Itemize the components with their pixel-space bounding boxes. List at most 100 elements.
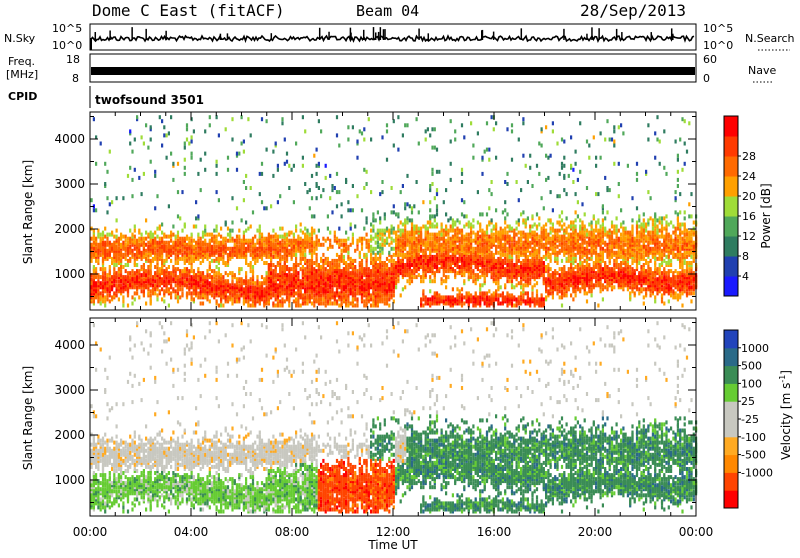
power-cell — [477, 231, 479, 235]
power-cell — [370, 304, 372, 308]
power-cell — [309, 188, 311, 192]
power-cell — [502, 259, 504, 263]
power-cell — [318, 162, 320, 166]
power-cell — [245, 221, 247, 225]
power-cell — [372, 273, 374, 277]
power-cell — [511, 158, 513, 162]
power-cell — [209, 265, 211, 269]
power-cell — [116, 271, 118, 275]
power-cell — [534, 259, 536, 263]
power-cell — [488, 221, 490, 225]
power-cell — [388, 259, 390, 263]
power-cell — [488, 235, 490, 239]
power-cell — [379, 253, 381, 257]
power-cell — [343, 239, 345, 243]
power-cell — [243, 235, 245, 239]
power-cell — [250, 133, 252, 137]
power-cell — [356, 247, 358, 251]
power-cell — [272, 235, 274, 239]
power-cell — [356, 194, 358, 198]
power-cell — [461, 304, 463, 308]
power-cell — [459, 265, 461, 269]
power-cell — [177, 295, 179, 299]
power-cell — [231, 297, 233, 301]
power-cell — [131, 269, 133, 273]
power-cell — [102, 237, 104, 241]
power-cell — [481, 257, 483, 261]
power-cell — [434, 218, 436, 222]
power-cell — [522, 241, 524, 245]
power-cell — [422, 249, 424, 253]
power-cell — [445, 239, 447, 243]
power-cell — [541, 196, 543, 200]
power-cell — [325, 176, 327, 180]
power-cell — [404, 253, 406, 257]
power-cell — [316, 257, 318, 261]
power-cell — [209, 115, 211, 119]
power-cell — [375, 241, 377, 245]
power-cell — [381, 243, 383, 247]
power-cell — [143, 142, 145, 146]
power-cell — [120, 233, 122, 237]
power-cell — [113, 263, 115, 267]
power-cell — [500, 293, 502, 297]
power-cell — [311, 302, 313, 306]
power-cell — [431, 172, 433, 176]
power-cell — [493, 277, 495, 281]
power-cell — [416, 243, 418, 247]
power-cell — [475, 247, 477, 251]
power-cell — [154, 206, 156, 210]
power-cell — [481, 283, 483, 287]
power-cell — [304, 129, 306, 133]
power-cell — [506, 225, 508, 229]
power-cell — [266, 251, 268, 255]
power-cell — [95, 162, 97, 166]
power-cell — [486, 237, 488, 241]
power-cell — [209, 123, 211, 127]
power-cell — [363, 237, 365, 241]
power-cell — [538, 216, 540, 220]
power-cell — [118, 273, 120, 277]
power-cell — [250, 277, 252, 281]
power-cell — [350, 302, 352, 306]
power-cell — [213, 295, 215, 299]
power-cell — [347, 263, 349, 267]
power-cell — [295, 225, 297, 229]
power-cell — [338, 255, 340, 259]
power-cell — [475, 273, 477, 277]
power-cell — [218, 241, 220, 245]
power-cell — [111, 295, 113, 299]
power-cell — [241, 277, 243, 281]
power-cell — [509, 235, 511, 239]
power-cell — [379, 243, 381, 247]
power-cell — [522, 154, 524, 158]
power-cell — [184, 259, 186, 263]
power-cell — [381, 297, 383, 301]
power-cell — [475, 277, 477, 281]
power-cell — [352, 237, 354, 241]
power-cell — [486, 291, 488, 295]
power-cell — [170, 115, 172, 119]
power-cell — [366, 253, 368, 257]
power-cell — [472, 225, 474, 229]
power-cell — [450, 162, 452, 166]
power-cell — [545, 154, 547, 158]
power-cell — [504, 221, 506, 225]
power-cell — [425, 273, 427, 277]
power-cell — [256, 239, 258, 243]
power-cell — [163, 233, 165, 237]
power-cell — [168, 235, 170, 239]
power-cell — [111, 261, 113, 265]
power-cell — [395, 237, 397, 241]
power-cell — [459, 257, 461, 261]
power-cell — [381, 190, 383, 194]
power-cell — [379, 216, 381, 220]
power-cell — [272, 251, 274, 255]
power-cell — [238, 235, 240, 239]
power-cell — [184, 142, 186, 146]
power-cell — [266, 271, 268, 275]
power-cell — [172, 265, 174, 269]
power-cell — [154, 231, 156, 235]
power-cell — [341, 214, 343, 218]
power-cell — [506, 263, 508, 267]
